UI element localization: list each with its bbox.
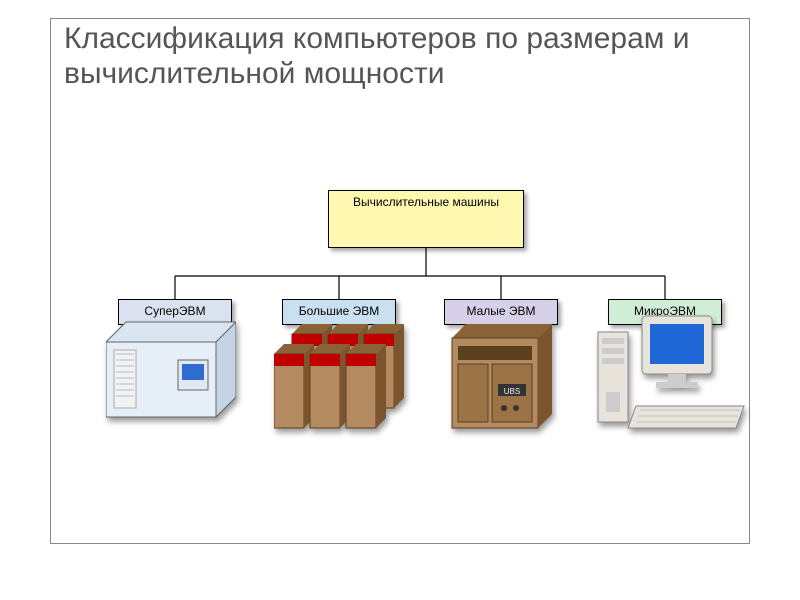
supercomputer-icon [106,312,236,422]
leaf-big-evm: Большие ЭВМ [282,299,396,325]
root-node: Вычислительные машины [328,190,524,248]
leaf-label: Большие ЭВМ [299,304,380,318]
desktop-pc-icon [596,310,746,434]
leaf-label: Малые ЭВМ [466,304,535,318]
svg-text:UBS: UBS [504,387,520,396]
minicomputer-icon: UBS [446,324,558,432]
slide-frame [50,18,750,544]
root-label: Вычислительные машины [353,195,499,209]
page-title: Классификация компьютеров по размерам и … [64,22,704,91]
mainframe-icon [274,324,416,432]
leaf-small-evm: Малые ЭВМ [444,299,558,325]
